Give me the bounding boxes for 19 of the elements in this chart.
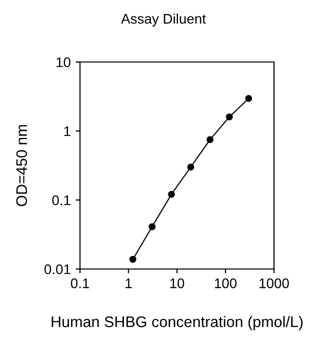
y-axis-title: OD=450 nm (16, 125, 28, 206)
y-tick-label: 10 (56, 57, 70, 68)
x-axis-title: Human SHBG concentration (pmol/L) (52, 316, 303, 330)
chart-title: Assay Diluent (121, 14, 206, 26)
x-tick-label: 0.1 (70, 278, 89, 288)
point (129, 256, 136, 263)
x-tick-label: 10 (170, 278, 184, 288)
x-tick-label: 100 (214, 278, 237, 288)
y-tick-label: 0.1 (52, 195, 70, 206)
x-tick-label: 1000 (260, 278, 289, 288)
point (148, 223, 156, 230)
point (206, 136, 214, 144)
point (168, 190, 175, 198)
point (187, 164, 194, 171)
point (245, 95, 252, 102)
y-tick-label: 0.01 (44, 264, 70, 274)
y-tick-label: 1 (64, 126, 70, 136)
point (226, 113, 233, 120)
x-tick-label: 1 (126, 278, 132, 288)
